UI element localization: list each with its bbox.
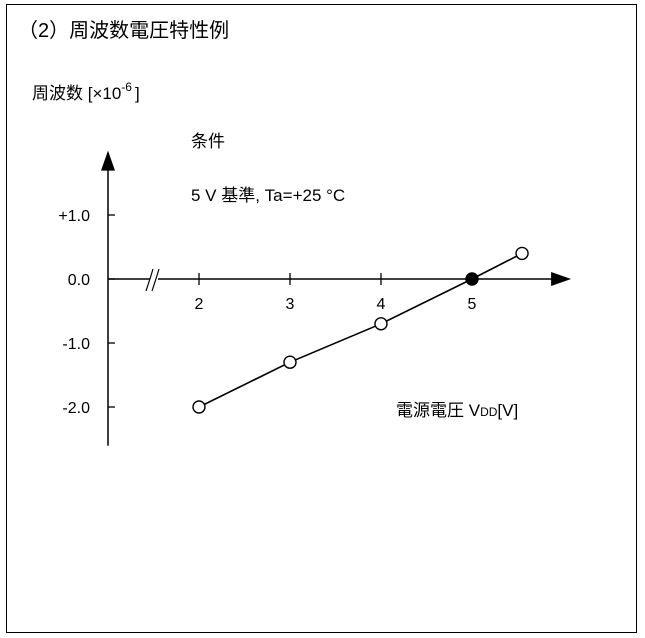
x-tick-label: 4 <box>377 296 386 313</box>
x-axis-arrow <box>551 272 571 286</box>
y-tick-label: +1.0 <box>58 208 90 225</box>
data-point <box>284 356 296 368</box>
condition-text: 5 V 基準, Ta=+25 °C <box>191 186 345 205</box>
condition-title: 条件 <box>191 132 225 151</box>
x-axis-label-main: 電源電圧 V <box>396 401 481 420</box>
x-tick-label: 3 <box>286 296 295 313</box>
y-tick-label: -2.0 <box>62 400 90 417</box>
y-axis-label-exponent: -6 <box>121 80 132 94</box>
y-axis-label-main: 周波数 [×10 <box>32 84 121 103</box>
x-axis-break-mark-left <box>146 269 153 291</box>
y-tick-label: 0.0 <box>68 272 90 289</box>
y-axis-label-close: ] <box>135 84 140 103</box>
x-tick-label: 2 <box>195 296 204 313</box>
y-tick-label: -1.0 <box>62 336 90 353</box>
y-axis-arrow <box>101 151 115 171</box>
data-point <box>516 247 528 259</box>
reference-point <box>466 273 478 285</box>
x-axis-label-unit: [V] <box>497 401 518 420</box>
x-axis-break-mark-right <box>152 269 159 291</box>
y-axis-label: 周波数 [×10-6] <box>32 80 140 103</box>
x-axis-label-subscript: DD <box>480 405 498 419</box>
data-point <box>375 318 387 330</box>
chart-title: （2）周波数電圧特性例 <box>18 19 229 42</box>
x-tick-label: 5 <box>468 296 477 313</box>
data-point <box>193 401 205 413</box>
data-layer <box>193 247 528 413</box>
x-axis-label: 電源電圧 VDD[V] <box>396 401 518 420</box>
